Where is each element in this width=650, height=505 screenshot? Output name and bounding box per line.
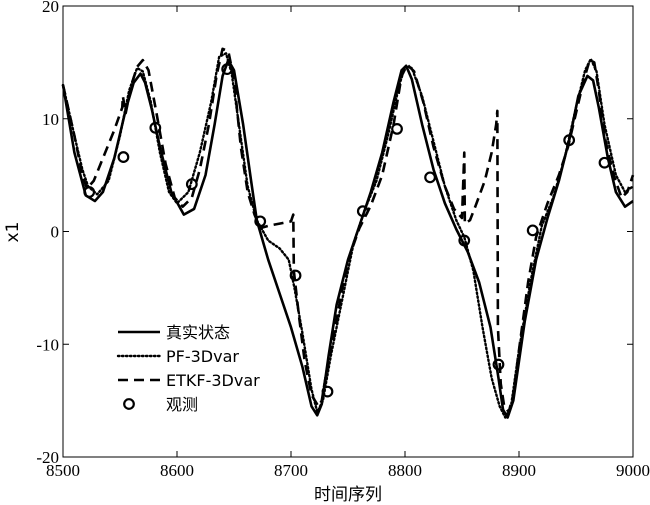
observation-marker [424, 171, 436, 184]
legend: 真实状态 PF-3Dvar ETKF-3Dvar 观测 [116, 323, 260, 414]
y-tick-label: -10 [36, 335, 59, 354]
series-group [61, 47, 635, 419]
axis-ticks: 8500 8600 8700 8800 8900 9000 -20 -10 0 10 20 [36, 0, 650, 480]
observation-marker [391, 122, 403, 135]
x-tick-label: 8700 [274, 461, 308, 480]
y-axis-title: x1 [3, 222, 23, 243]
x-tick-label: 8900 [502, 461, 536, 480]
observation-marker [221, 63, 234, 76]
legend-marker-observation [123, 398, 135, 410]
series-line-2 [61, 52, 635, 419]
observation-marker [458, 234, 471, 247]
series-line-3 [61, 47, 635, 414]
x-axis-title: 时间序列 [314, 485, 382, 505]
observation-marker [526, 224, 539, 237]
legend-label-2: PF-3Dvar [166, 347, 239, 366]
observation-marker [289, 269, 302, 282]
x-tick-label: 8600 [160, 461, 194, 480]
observation-marker [492, 358, 505, 371]
y-tick-label: -20 [36, 448, 59, 467]
observation-marker [185, 178, 198, 191]
observation-marker [254, 215, 267, 228]
y-tick-label: 20 [42, 0, 59, 16]
y-tick-label: 0 [51, 223, 60, 242]
observation-marker [117, 151, 130, 163]
legend-label-1: 真实状态 [166, 323, 230, 342]
observation-marker [563, 134, 576, 147]
observation-marker [356, 205, 369, 218]
y-tick-label: 10 [42, 110, 59, 129]
series-line-1 [61, 58, 634, 419]
legend-label-3: ETKF-3Dvar [166, 371, 260, 390]
observation-marker [83, 186, 96, 198]
x-tick-label: 8500 [46, 461, 80, 480]
observation-marker [149, 121, 162, 134]
observation-marker [321, 385, 334, 398]
x-tick-label: 8800 [388, 461, 422, 480]
legend-label-4: 观测 [166, 395, 198, 414]
x-tick-label: 9000 [616, 461, 650, 480]
observation-marker [598, 156, 611, 169]
